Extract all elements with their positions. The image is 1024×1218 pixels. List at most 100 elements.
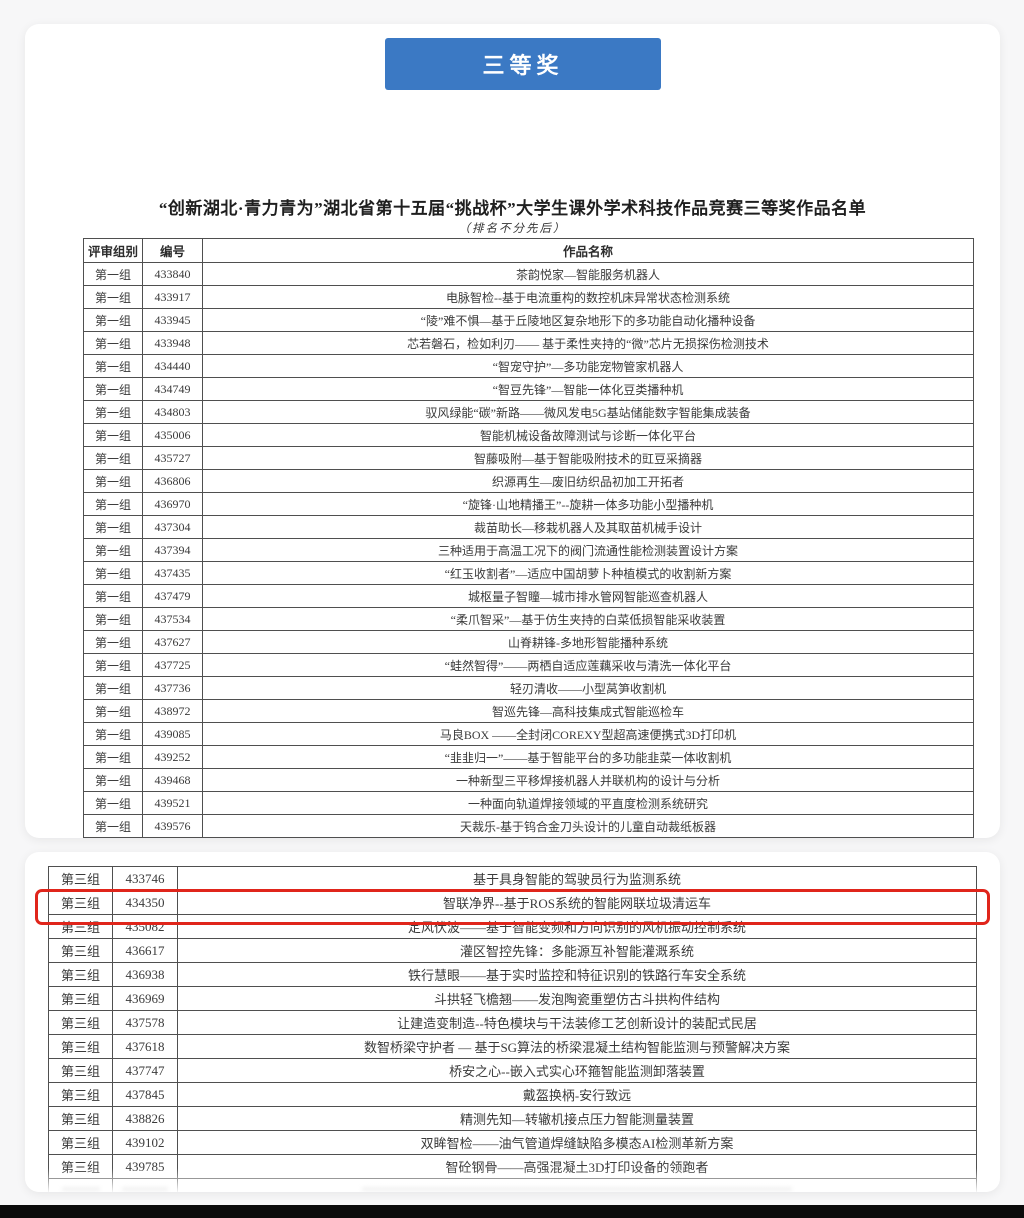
- title-cell: 马良BOX ——全封闭COREXY型超高速便携式3D打印机: [202, 722, 974, 746]
- bottom-bar: [0, 1205, 1024, 1218]
- id-cell: 434803: [142, 400, 203, 424]
- id-cell: 435727: [142, 446, 203, 470]
- title-cell: “柔爪智采”—基于仿生夹持的白菜低损智能采收装置: [202, 607, 974, 631]
- table-row: 第一组 434749 “智豆先锋”—智能一体化豆类播种机: [83, 377, 974, 401]
- table-row: 第一组 437725 “蛙然智得”——两栖自适应莲藕采收与清洗一体化平台: [83, 653, 974, 677]
- table-header-row: 评审组别 编号 作品名称: [83, 238, 974, 263]
- award-card-group1: 三等奖 “创新湖北·青力青为”湖北省第十五届“挑战杯”大学生课外学术科技作品竞赛…: [25, 24, 1000, 838]
- group-cell: 第三组: [48, 866, 113, 891]
- id-cell: 436970: [142, 492, 203, 516]
- title-cell: 让建造变制造--特色模块与干法装修工艺创新设计的装配式民居: [177, 1010, 977, 1035]
- document-title: “创新湖北·青力青为”湖北省第十五届“挑战杯”大学生课外学术科技作品竞赛三等奖作…: [158, 199, 867, 218]
- group-cell: 第一组: [83, 699, 143, 723]
- title-cell: 智联净界--基于ROS系统的智能网联垃圾清运车: [177, 890, 977, 915]
- title-cell: “智豆先锋”—智能一体化豆类播种机: [202, 377, 974, 401]
- table-row: 第三组 437747 桥安之心--嵌入式实心环箍智能监测卸落装置: [48, 1058, 977, 1083]
- group-cell: 第一组: [83, 423, 143, 447]
- group-cell: 第一组: [83, 446, 143, 470]
- table-row: 第一组 437304 裁苗助长—移栽机器人及其取苗机械手设计: [83, 515, 974, 539]
- table-row: 第一组 433840 茶韵悦家—智能服务机器人: [83, 262, 974, 286]
- table-row: 第一组 439468 一种新型三平移焊接机器人并联机构的设计与分析: [83, 768, 974, 792]
- id-cell: 437747: [112, 1058, 178, 1083]
- group-cell: 第三组: [48, 890, 113, 915]
- table-row: 第一组 439252 “韭韭归一”——基于智能平台的多功能韭菜一体收割机: [83, 745, 974, 769]
- title-cell: 精测先知—转辙机接点压力智能测量装置: [177, 1106, 977, 1131]
- title-cell: 戴盔换柄-安行致远: [177, 1082, 977, 1107]
- id-cell: 436969: [112, 986, 178, 1011]
- table-row: 第一组 435006 智能机械设备故障测试与诊断一体化平台: [83, 423, 974, 447]
- title-cell: “红玉收割者”—适应中国胡萝卜种植模式的收割新方案: [202, 561, 974, 585]
- title-cell: “智宠守护”—多功能宠物管家机器人: [202, 354, 974, 378]
- group-cell: 第一组: [83, 538, 143, 562]
- title-cell: 基于具身智能的驾驶员行为监测系统: [177, 866, 977, 891]
- table-row: 第三组 434350 智联净界--基于ROS系统的智能网联垃圾清运车: [48, 890, 977, 915]
- awards-table-group3: 第三组 433746 基于具身智能的驾驶员行为监测系统 第三组 434350 智联净界--…: [48, 866, 977, 1192]
- title-cell: 智藤吸附—基于智能吸附技术的豇豆采摘器: [202, 446, 974, 470]
- title-cell: 茶韵悦家—智能服务机器人: [202, 262, 974, 286]
- title-cell: 城枢量子智瞳—城市排水管网智能巡查机器人: [202, 584, 974, 608]
- table-row: 第一组 437627 山脊耕锋-多地形智能播种系统: [83, 630, 974, 654]
- title-cell: 电脉智检--基于电流重构的数控机床异常状态检测系统: [202, 285, 974, 309]
- title-cell: 天裁乐-基于钨合金刀头设计的儿童自动裁纸板器: [202, 814, 974, 838]
- title-cell: 铁行慧眼——基于实时监控和特征识别的铁路行车安全系统: [177, 962, 977, 987]
- id-cell: 439468: [142, 768, 203, 792]
- id-cell: 435082: [112, 914, 178, 939]
- id-cell: 433945: [142, 308, 203, 332]
- group-cell: 第一组: [83, 722, 143, 746]
- title-cell: 织源再生—废旧纺织品初加工开拓者: [202, 469, 974, 493]
- group-cell: 第一组: [83, 308, 143, 332]
- group-cell: 第一组: [83, 354, 143, 378]
- group-cell: 第一组: [83, 653, 143, 677]
- table-row: 第一组 439576 天裁乐-基于钨合金刀头设计的儿童自动裁纸板器: [83, 814, 974, 838]
- group-cell: 第三组: [48, 1082, 113, 1107]
- id-cell: 433746: [112, 866, 178, 891]
- title-cell: 驭风绿能“碳”新路——微风发电5G基站储能数字智能集成装备: [202, 400, 974, 424]
- header-group: 评审组别: [83, 238, 143, 263]
- title-cell: 双眸智检——油气管道焊缝缺陷多模态AI检测革新方案: [177, 1130, 977, 1155]
- table-row: 第三组 436938 铁行慧眼——基于实时监控和特征识别的铁路行车安全系统: [48, 962, 977, 987]
- group-cell: 第三组: [48, 1106, 113, 1131]
- group-cell: 第三组: [48, 1010, 113, 1035]
- id-cell: 437304: [142, 515, 203, 539]
- document-subtitle: （排名不分先后）: [458, 223, 567, 235]
- table-row: 第三组 436969 斗拱轻飞檐翘——发泡陶瓷重塑仿古斗拱构件结构: [48, 986, 977, 1011]
- table-row: 第一组 435727 智藤吸附—基于智能吸附技术的豇豆采摘器: [83, 446, 974, 470]
- group-cell: 第三组: [48, 986, 113, 1011]
- title-cell: 斗拱轻飞檐翘——发泡陶瓷重塑仿古斗拱构件结构: [177, 986, 977, 1011]
- table-row: 第一组 437479 城枢量子智瞳—城市排水管网智能巡查机器人: [83, 584, 974, 608]
- id-cell: 437534: [142, 607, 203, 631]
- group-cell: 第一组: [83, 331, 143, 355]
- group-cell: 第三组: [48, 1130, 113, 1155]
- title-cell: 灌区智控先锋：多能源互补智能灌溉系统: [177, 938, 977, 963]
- id-cell: 437479: [142, 584, 203, 608]
- title-cell: “韭韭归一”——基于智能平台的多功能韭菜一体收割机: [202, 745, 974, 769]
- id-cell: 434440: [142, 354, 203, 378]
- table-row: 第三组 437618 数智桥梁守护者 — 基于SG算法的桥梁混凝土结构智能监测与预警…: [48, 1034, 977, 1059]
- table-row: 第一组 439521 一种面向轨道焊接领域的平直度检测系统研究: [83, 791, 974, 815]
- group-cell: 第一组: [83, 561, 143, 585]
- title-cell: 智能机械设备故障测试与诊断一体化平台: [202, 423, 974, 447]
- group-cell: 第一组: [83, 377, 143, 401]
- title-cell: 桥安之心--嵌入式实心环箍智能监测卸落装置: [177, 1058, 977, 1083]
- title-cell: 一种新型三平移焊接机器人并联机构的设计与分析: [202, 768, 974, 792]
- header-id: 编号: [142, 238, 203, 263]
- group-cell: 第三组: [48, 938, 113, 963]
- id-cell: 439576: [142, 814, 203, 838]
- id-cell: 439521: [142, 791, 203, 815]
- group-cell: 第一组: [83, 745, 143, 769]
- id-cell: 437845: [112, 1082, 178, 1107]
- id-cell: 438826: [112, 1106, 178, 1131]
- group-cell: 第一组: [83, 768, 143, 792]
- id-cell: 433948: [142, 331, 203, 355]
- id-cell: 437618: [112, 1034, 178, 1059]
- id-cell: 439085: [142, 722, 203, 746]
- title-cell: 山脊耕锋-多地形智能播种系统: [202, 630, 974, 654]
- prize-banner[interactable]: 三等奖: [385, 38, 661, 90]
- id-cell: 434350: [112, 890, 178, 915]
- id-cell: 437736: [142, 676, 203, 700]
- table-row: 第三组 437845 戴盔换柄-安行致远: [48, 1082, 977, 1107]
- id-cell: 437725: [142, 653, 203, 677]
- title-cell: 芯若磐石，检如利刃—— 基于柔性夹持的“微”芯片无损探伤检测技术: [202, 331, 974, 355]
- table-row: 第一组 437435 “红玉收割者”—适应中国胡萝卜种植模式的收割新方案: [83, 561, 974, 585]
